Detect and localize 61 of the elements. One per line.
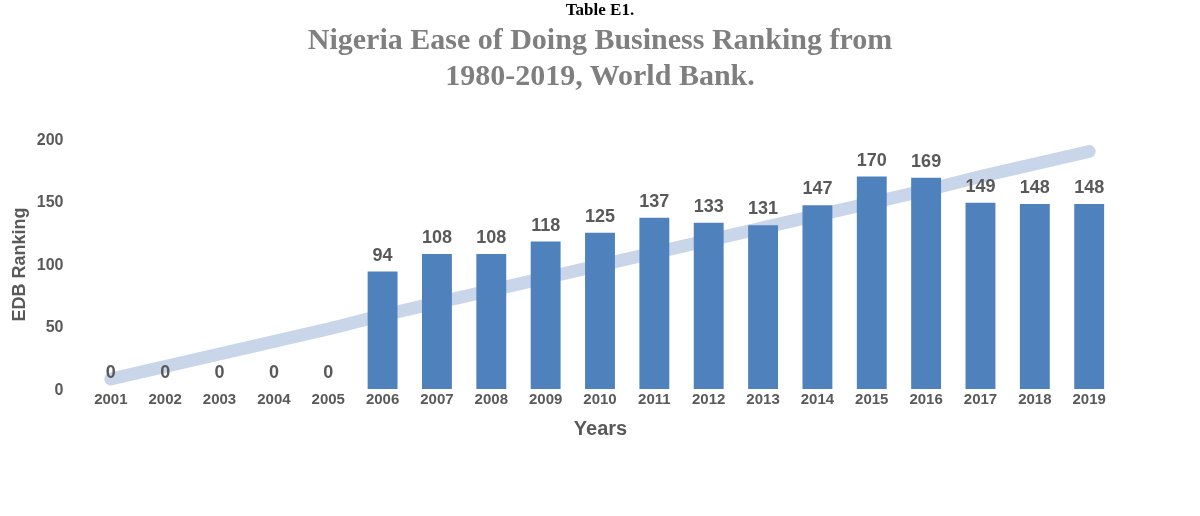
y-tick-label: 50 (45, 318, 64, 335)
x-tick-label: 2005 (311, 389, 345, 407)
y-tick-label: 200 (36, 130, 64, 148)
caption: Table E1. (564, 0, 636, 20)
bar (693, 222, 724, 389)
bar (1074, 204, 1105, 389)
x-tick-label: 2004 (257, 389, 292, 407)
x-tick-label: 2013 (746, 389, 780, 407)
data-label: 0 (323, 362, 334, 382)
bar (802, 205, 833, 389)
bar (421, 254, 452, 389)
x-tick-label: 2017 (963, 389, 998, 407)
x-tick-label: 2014 (800, 389, 835, 407)
y-tick-label: 100 (36, 255, 64, 273)
data-label: 149 (965, 175, 996, 196)
x-tick-label: 2006 (365, 389, 400, 407)
x-tick-label: 2002 (148, 389, 182, 407)
data-label: 131 (748, 198, 779, 219)
bar (911, 177, 942, 389)
y-axis-title: EDB Ranking (8, 207, 29, 322)
x-tick-label: 2009 (528, 389, 563, 407)
x-axis-title: Years (573, 416, 628, 439)
x-tick-label: 2010 (583, 389, 617, 407)
data-label: 0 (105, 362, 116, 382)
data-label: 118 (531, 214, 561, 235)
y-tick-label: 0 (54, 380, 64, 398)
data-label: 125 (584, 205, 616, 226)
x-tick-label: 2012 (692, 389, 726, 407)
bar (1019, 204, 1050, 389)
data-label: 148 (1019, 177, 1050, 197)
data-label: 133 (693, 195, 724, 216)
chart-title: Nigeria Ease of Doing Business Ranking from 1980-2019, World Bank. (307, 22, 893, 91)
y-tick-label: 150 (36, 193, 64, 210)
bar (476, 254, 507, 389)
x-tick-label: 2018 (1018, 389, 1052, 407)
x-tick-label: 2019 (1072, 389, 1106, 407)
bar (530, 241, 561, 389)
x-tick-label: 2015 (855, 389, 889, 407)
data-label: 169 (911, 150, 942, 171)
data-label: 108 (421, 227, 452, 247)
bar (639, 217, 670, 389)
x-tick-label: 2008 (474, 389, 508, 407)
x-tick-label: 2001 (94, 389, 128, 407)
bar (367, 271, 398, 389)
x-tick-label: 2011 (638, 389, 671, 407)
x-tick-label: 2007 (420, 389, 454, 407)
x-tick-label: 2016 (909, 389, 943, 407)
data-label: 0 (160, 362, 171, 382)
data-label: 137 (639, 190, 670, 211)
data-label: 148 (1074, 177, 1105, 197)
data-label: 94 (372, 244, 393, 265)
bar (965, 202, 996, 389)
data-label: 0 (268, 362, 279, 382)
bar (585, 232, 615, 389)
x-tick-label: 2003 (202, 389, 237, 407)
data-label: 0 (214, 362, 225, 382)
data-label: 147 (802, 178, 833, 199)
bar (856, 176, 887, 389)
bar (748, 225, 779, 389)
data-label: 170 (856, 149, 887, 170)
data-label: 108 (476, 227, 507, 247)
